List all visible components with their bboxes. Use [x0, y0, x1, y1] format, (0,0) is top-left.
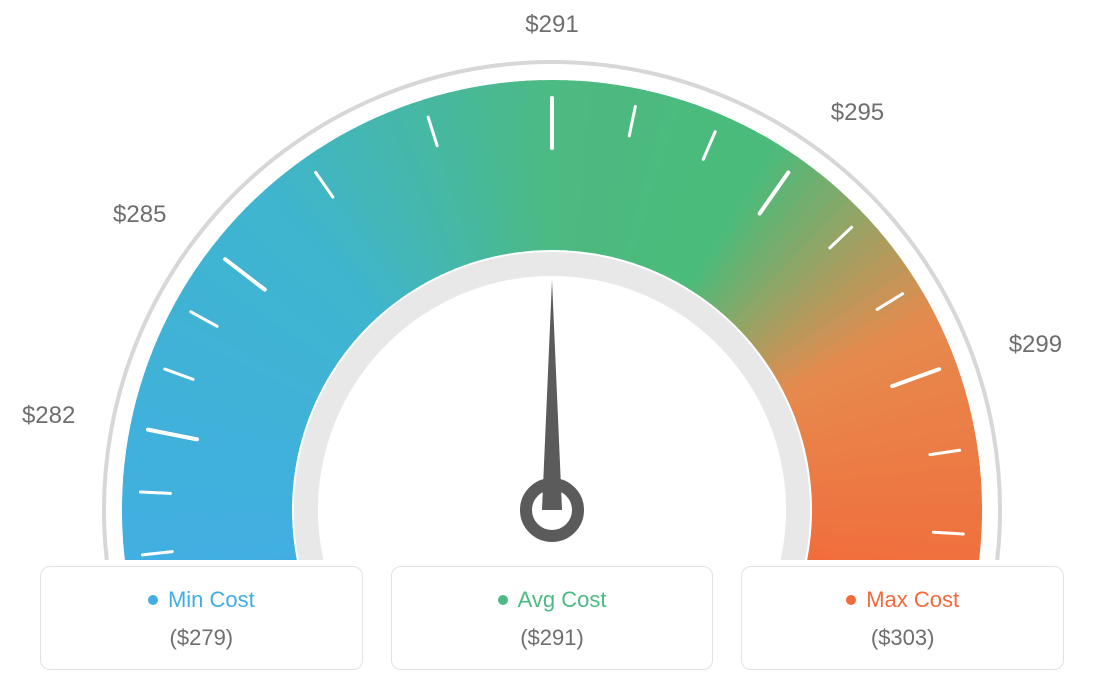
tick-label: $299 — [1009, 331, 1062, 358]
dot-icon — [846, 595, 856, 605]
dot-icon — [498, 595, 508, 605]
legend-value-avg: ($291) — [402, 625, 703, 651]
legend-card-min: Min Cost ($279) — [40, 566, 363, 670]
legend-label-avg: Avg Cost — [518, 587, 607, 613]
legend-label-min: Min Cost — [168, 587, 255, 613]
legend-label-max: Max Cost — [866, 587, 959, 613]
legend-value-min: ($279) — [51, 625, 352, 651]
tick-label: $291 — [525, 11, 578, 38]
cost-gauge: $279$282$285$291$295$299$303 — [0, 0, 1104, 560]
tick-label: $295 — [831, 99, 884, 126]
needle — [542, 280, 562, 510]
tick-label: $282 — [22, 402, 75, 429]
legend-value-max: ($303) — [752, 625, 1053, 651]
legend-card-max: Max Cost ($303) — [741, 566, 1064, 670]
legend-card-avg: Avg Cost ($291) — [391, 566, 714, 670]
dot-icon — [148, 595, 158, 605]
tick-label: $285 — [113, 201, 166, 228]
legend-row: Min Cost ($279) Avg Cost ($291) Max Cost… — [40, 566, 1064, 670]
